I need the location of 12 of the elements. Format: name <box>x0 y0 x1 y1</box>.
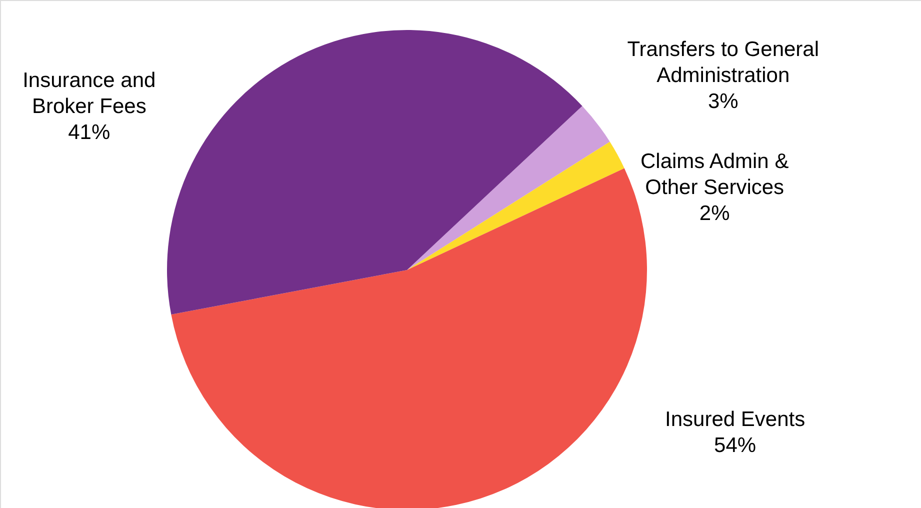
pie-slice <box>407 106 610 270</box>
slice-label: Insurance and Broker Fees <box>22 68 156 118</box>
pie-slice <box>167 30 582 315</box>
slice-label: Insured Events <box>665 408 806 432</box>
slice-label: Transfers to General Administration <box>627 38 820 88</box>
data-label: 41% <box>68 120 110 144</box>
slice-label: Claims Admin & Other Services <box>640 150 789 199</box>
pie-slice <box>171 168 647 508</box>
data-label: 54% <box>714 434 756 458</box>
data-label: 2% <box>699 202 730 225</box>
data-label: 3% <box>708 90 738 114</box>
pie-slice <box>407 142 624 270</box>
